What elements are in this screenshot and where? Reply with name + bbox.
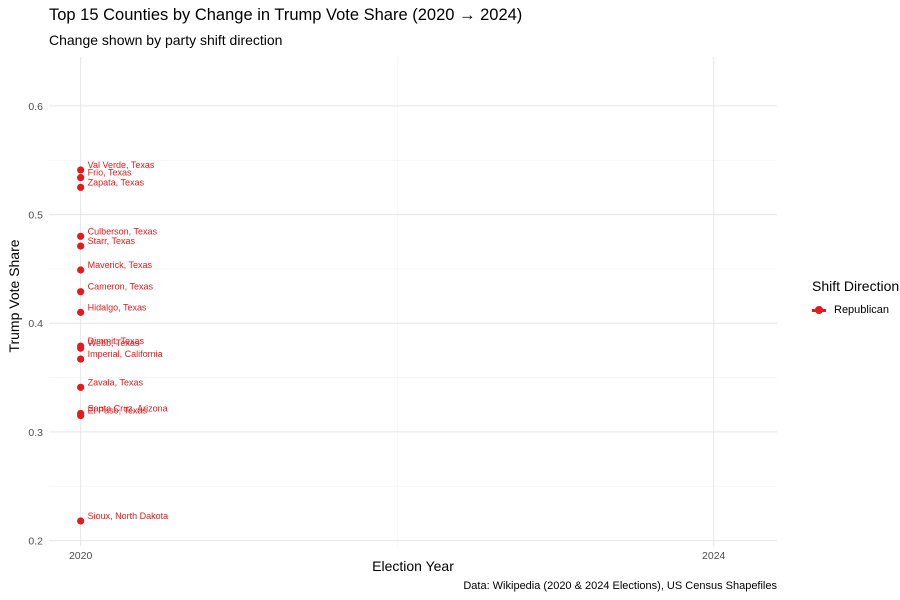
- data-point: [77, 174, 85, 182]
- y-tick-label: 0.5: [28, 210, 43, 222]
- point-label: Sioux, North Dakota: [88, 511, 169, 521]
- point-label: Zavala, Texas: [88, 377, 144, 387]
- legend-title: Shift Direction: [812, 278, 900, 294]
- grid: [49, 57, 777, 546]
- axes: 0.2 0.3 0.4 0.5 0.6 2020 2024: [28, 101, 725, 562]
- point-label: El Paso, Texas: [88, 406, 148, 416]
- y-axis-label: Trump Vote Share: [6, 239, 22, 352]
- chart-subtitle: Change shown by party shift direction: [49, 32, 283, 48]
- point-label: Dimmit, Texas: [88, 336, 145, 346]
- x-axis-label: Election Year: [372, 558, 454, 574]
- point-label: Zapata, Texas: [88, 177, 145, 187]
- point-label: Starr, Texas: [88, 236, 136, 246]
- data-point: [77, 517, 85, 525]
- point-label: Culberson, Texas: [88, 226, 158, 236]
- data-point: [77, 412, 85, 420]
- data-point: [77, 383, 85, 391]
- point-label: Santa Cruz, Arizona: [88, 403, 168, 413]
- data-point: [77, 242, 85, 250]
- data-point: [77, 232, 85, 240]
- point-label: Imperial, California: [88, 349, 163, 359]
- x-tick-label: 2024: [702, 550, 726, 562]
- data-points: [77, 166, 85, 525]
- legend-key-icon: [812, 305, 826, 315]
- data-point: [77, 266, 85, 274]
- y-tick-label: 0.3: [28, 427, 43, 439]
- legend-item-republican: Republican: [812, 304, 899, 316]
- data-point: [77, 166, 85, 174]
- point-label: Val Verde, Texas: [88, 160, 155, 170]
- x-tick-label: 2020: [69, 550, 93, 562]
- data-point: [77, 183, 85, 191]
- point-label: Hidalgo, Texas: [88, 302, 147, 312]
- data-point: [77, 344, 85, 352]
- chart-caption: Data: Wikipedia (2020 & 2024 Elections),…: [463, 580, 777, 592]
- chart-title: Top 15 Counties by Change in Trump Vote …: [49, 6, 523, 24]
- y-tick-label: 0.6: [28, 101, 43, 113]
- point-label: Webb, Texas: [88, 338, 140, 348]
- point-label: Cameron, Texas: [88, 282, 154, 292]
- point-label: Frio, Texas: [88, 168, 132, 178]
- legend: Shift Direction Republican: [812, 278, 899, 316]
- data-point: [77, 288, 85, 296]
- data-point: [77, 308, 85, 316]
- legend-label: Republican: [834, 304, 890, 316]
- y-tick-label: 0.2: [28, 536, 43, 548]
- point-label: Maverick, Texas: [88, 260, 153, 270]
- y-tick-label: 0.4: [28, 318, 43, 330]
- data-point: [77, 355, 85, 363]
